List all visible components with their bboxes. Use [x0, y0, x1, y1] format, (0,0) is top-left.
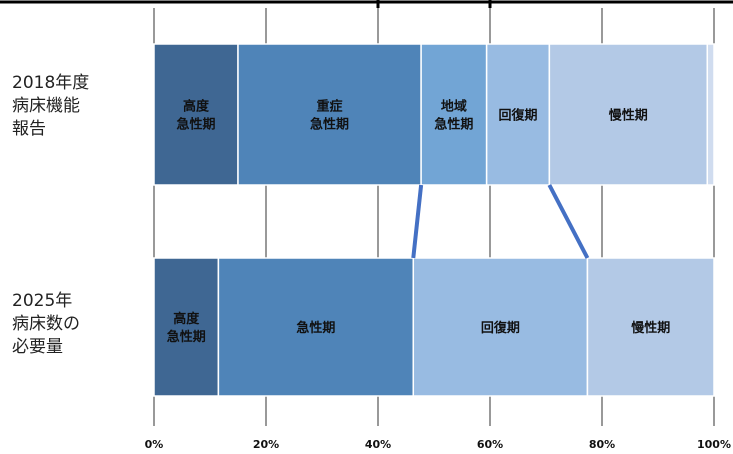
bar-0-segment-2 — [420, 43, 488, 186]
tick-label-4: 80% — [589, 438, 615, 451]
connector-layer — [411, 184, 590, 259]
bar-0-segment-label-0: 高度急性期 — [176, 99, 215, 133]
bar-0-segment-4 — [548, 43, 709, 186]
row-label-2025: 2025年 病床数の 必要量 — [12, 291, 80, 357]
tick-label-1: 20% — [253, 438, 279, 451]
bar-1-segment-0 — [153, 257, 220, 397]
bar-1-segment-1 — [217, 257, 415, 397]
bar-1-segment-label-2: 回復期 — [481, 320, 520, 336]
bar-0-segment-5 — [706, 43, 715, 186]
tick-label-2: 40% — [365, 438, 391, 451]
bar-0-segment-0 — [153, 43, 239, 186]
bar-layer — [153, 43, 715, 397]
bar-1-segment-label-3: 慢性期 — [631, 320, 670, 336]
bar-0-segment-label-2: 地域急性期 — [434, 99, 473, 133]
row-label-2018: 2018年度 病床機能 報告 — [12, 73, 90, 139]
bar-1-segment-3 — [586, 257, 715, 397]
bar-0-segment-label-1: 重症急性期 — [310, 99, 349, 133]
connector-line-1 — [547, 184, 590, 259]
bar-0-segment-3 — [485, 43, 551, 186]
bar-1-segment-label-1: 急性期 — [296, 320, 335, 336]
tick-layer: 0% 20% 40% 60% 80% 100% — [145, 438, 731, 451]
tick-label-3: 60% — [477, 438, 503, 451]
bar-1-segment-label-0: 高度急性期 — [167, 311, 206, 345]
bar-0-segment-label-4: 慢性期 — [609, 108, 648, 124]
tick-label-0: 0% — [145, 438, 164, 451]
connector-line-0 — [411, 184, 424, 259]
tick-label-5: 100% — [697, 438, 731, 451]
bar-0-segment-label-3: 回復期 — [498, 108, 537, 124]
bar-0-segment-1 — [237, 43, 422, 186]
bar-1-segment-2 — [412, 257, 589, 397]
